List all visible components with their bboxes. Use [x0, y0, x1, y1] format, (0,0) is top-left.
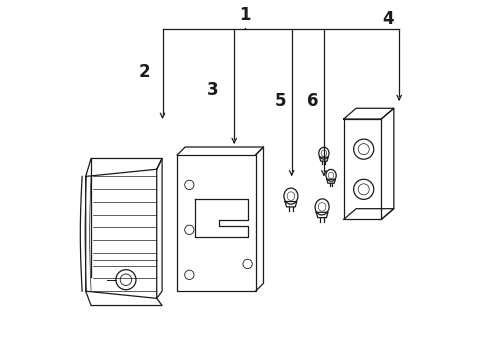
Text: 5: 5 — [275, 92, 287, 110]
Text: 1: 1 — [239, 6, 251, 24]
Text: 2: 2 — [139, 63, 150, 81]
Text: 3: 3 — [207, 81, 219, 99]
Text: 6: 6 — [307, 92, 319, 110]
Text: 4: 4 — [383, 10, 394, 28]
